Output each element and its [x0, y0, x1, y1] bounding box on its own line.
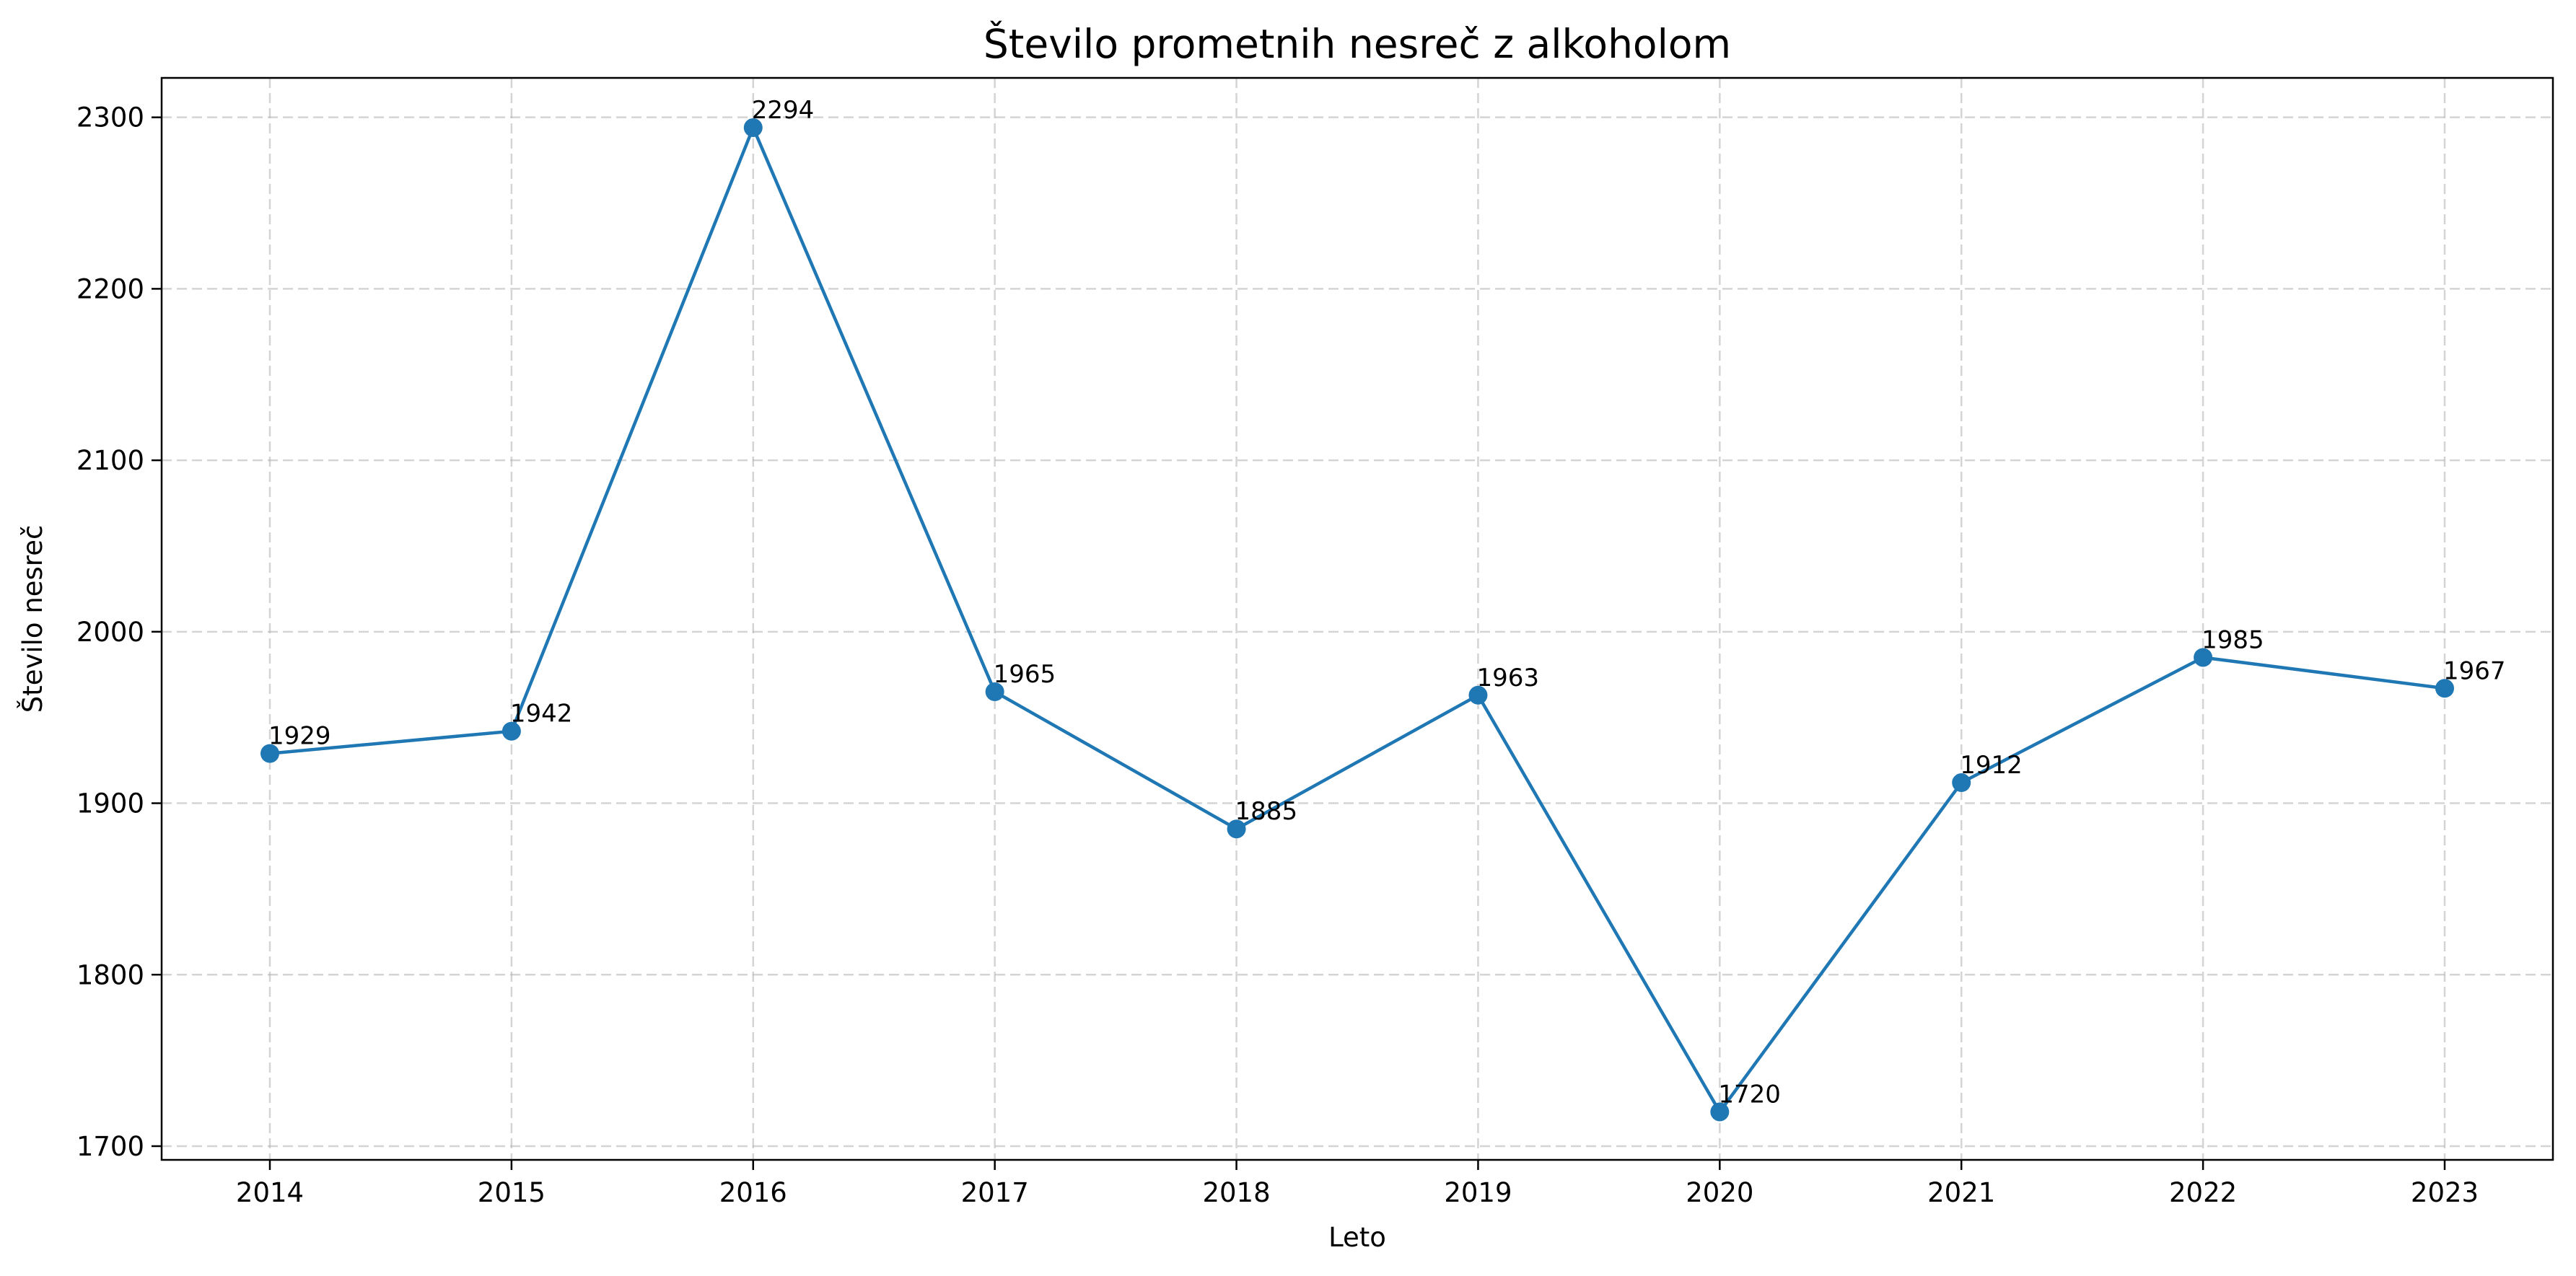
y-tick-label: 1700: [76, 1131, 144, 1162]
y-tick-label: 1900: [76, 788, 144, 819]
x-tick-label: 2019: [1444, 1177, 1512, 1208]
data-labels: 1929 1942 2294 1965 1885 1963 1720 1912 1985 1967: [268, 96, 2506, 1109]
data-point-2016: [743, 118, 763, 137]
data-point-2023: [2435, 679, 2454, 698]
data-label-2016: 2294: [752, 96, 815, 125]
data-point-2017: [985, 682, 1004, 702]
x-tick-label: 2018: [1202, 1177, 1270, 1208]
x-axis-label: Leto: [1328, 1222, 1386, 1253]
data-label-2023: 1967: [2443, 656, 2506, 685]
x-tick-label: 2015: [478, 1177, 546, 1208]
data-label-2018: 1885: [1235, 797, 1298, 826]
x-tick-label: 2017: [961, 1177, 1029, 1208]
x-tick-label: 2023: [2411, 1177, 2479, 1208]
data-label-2021: 1912: [1960, 751, 2023, 780]
grid: [162, 78, 2553, 1160]
x-tick-label: 2022: [2169, 1177, 2237, 1208]
data-point-2021: [1952, 773, 1971, 793]
data-point-2015: [501, 721, 521, 741]
plot-frame: [160, 76, 2554, 1161]
data-point-2014: [260, 744, 279, 763]
y-tick-label: 2100: [76, 445, 144, 476]
chart-title: Število prometnih nesreč z alkoholom: [983, 21, 1731, 67]
series-line: [269, 126, 2445, 1114]
y-tick-label: 1800: [76, 959, 144, 990]
data-label-2019: 1963: [1476, 664, 1539, 692]
axes: 2014 2015 2016 2017 2018 2019 2020 2021 2022 2023…: [76, 102, 2479, 1208]
data-label-2017: 1965: [994, 660, 1056, 689]
data-point-2019: [1468, 685, 1488, 705]
data-label-2014: 1929: [268, 722, 331, 751]
data-label-2022: 1985: [2202, 625, 2264, 654]
y-tick-label: 2000: [76, 617, 144, 648]
x-tick-label: 2020: [1686, 1177, 1753, 1208]
x-tick-label: 2014: [236, 1177, 304, 1208]
data-label-2015: 1942: [510, 700, 573, 729]
series-layer: [260, 118, 2454, 1122]
y-axis-label: Število nesreč: [17, 525, 48, 713]
y-tick-label: 2200: [76, 273, 144, 304]
x-tick-label: 2016: [719, 1177, 787, 1208]
data-point-2020: [1710, 1102, 1730, 1122]
data-point-2022: [2194, 648, 2213, 667]
y-tick-label: 2300: [76, 102, 144, 133]
data-point-2018: [1227, 819, 1246, 839]
x-tick-label: 2021: [1927, 1177, 1995, 1208]
data-label-2020: 1720: [1718, 1080, 1781, 1109]
